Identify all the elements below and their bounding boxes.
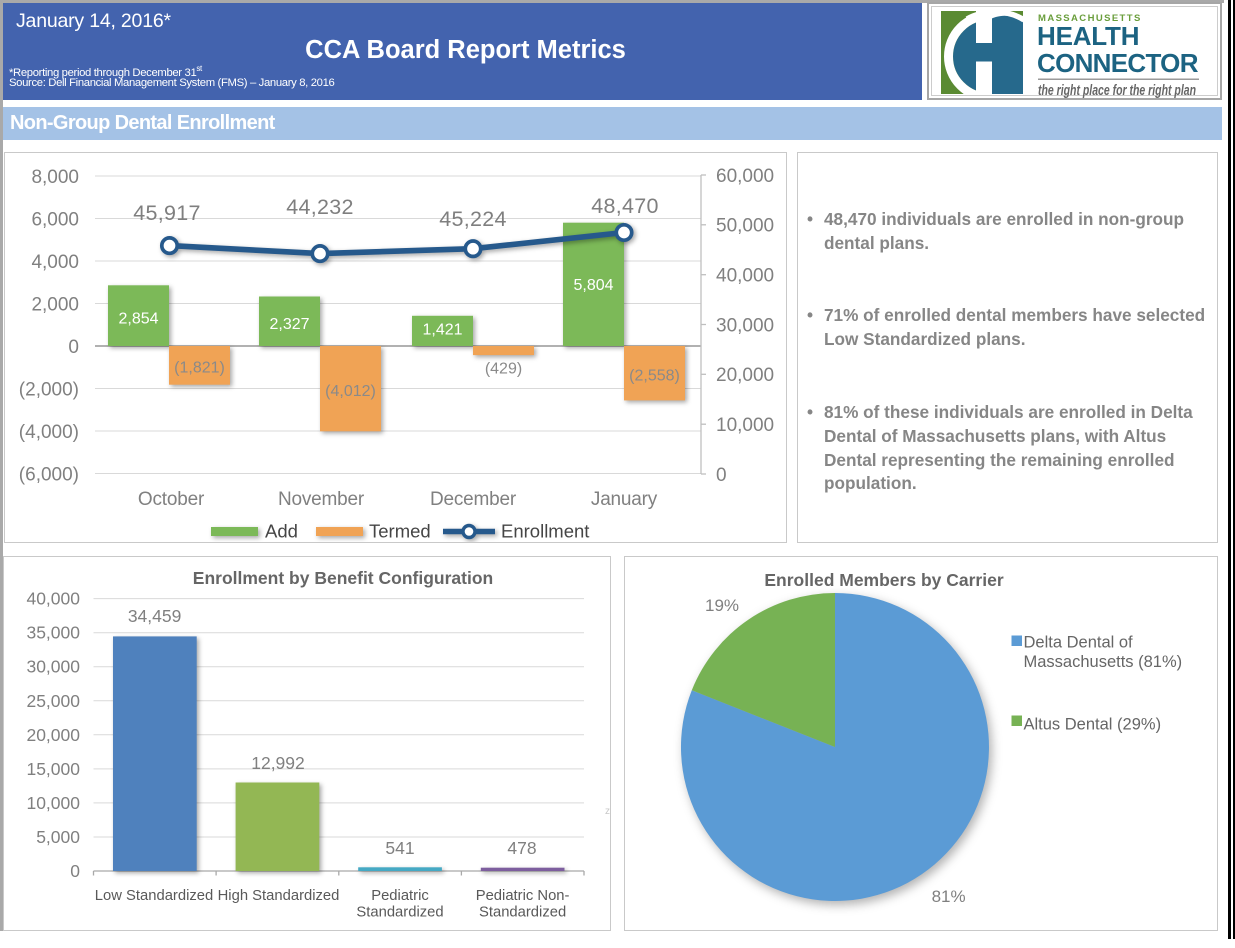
svg-text:40,000: 40,000 [716, 266, 774, 287]
svg-text:478: 478 [507, 838, 536, 858]
svg-text:Massachusetts (81%): Massachusetts (81%) [1024, 653, 1183, 671]
svg-text:2,854: 2,854 [118, 311, 158, 328]
svg-text:45,224: 45,224 [439, 207, 507, 231]
svg-text:19%: 19% [705, 596, 739, 615]
svg-text:12,992: 12,992 [251, 753, 305, 773]
svg-text:Enrollment: Enrollment [501, 521, 589, 542]
svg-text:15,000: 15,000 [26, 759, 80, 779]
svg-text:8,000: 8,000 [31, 167, 79, 188]
svg-text:2,327: 2,327 [269, 316, 309, 333]
svg-text:High Standardized: High Standardized [218, 888, 340, 904]
svg-text:Standardized: Standardized [356, 905, 443, 921]
svg-text:Standardized: Standardized [479, 905, 566, 921]
svg-text:45,917: 45,917 [133, 201, 201, 225]
svg-text:(429): (429) [485, 361, 522, 378]
svg-text:30,000: 30,000 [716, 315, 774, 336]
svg-text:4,000: 4,000 [31, 252, 79, 273]
svg-text:40,000: 40,000 [26, 589, 80, 609]
svg-text:44,232: 44,232 [286, 195, 354, 219]
svg-text:Altus Dental (29%): Altus Dental (29%) [1024, 715, 1162, 733]
svg-text:(6,000): (6,000) [19, 465, 79, 486]
svg-text:(1,821): (1,821) [174, 360, 225, 377]
svg-text:6,000: 6,000 [31, 210, 79, 231]
svg-text:December: December [430, 489, 517, 510]
svg-text:20,000: 20,000 [26, 725, 80, 745]
svg-text:(4,000): (4,000) [19, 422, 79, 443]
svg-text:(2,558): (2,558) [629, 368, 680, 385]
svg-text:Enrollment by Benefit Configur: Enrollment by Benefit Configuration [193, 568, 493, 588]
svg-text:October: October [138, 489, 205, 510]
svg-text:5,804: 5,804 [573, 277, 613, 294]
svg-text:35,000: 35,000 [26, 623, 80, 643]
svg-text:0: 0 [716, 465, 727, 486]
svg-text:Low Standardized: Low Standardized [95, 888, 213, 904]
svg-text:the right place for the right: the right place for the right plan [1038, 81, 1196, 98]
svg-text:Delta Dental of: Delta Dental of [1024, 633, 1134, 651]
svg-text:34,459: 34,459 [128, 606, 182, 626]
svg-text:0: 0 [70, 861, 80, 881]
svg-text:Termed: Termed [369, 521, 431, 542]
svg-text:50,000: 50,000 [716, 216, 774, 237]
svg-text:Pediatric: Pediatric [371, 888, 429, 904]
svg-text:CONNECTOR: CONNECTOR [1037, 48, 1199, 78]
svg-text:z: z [605, 806, 610, 817]
svg-text:81%: 81% [932, 887, 966, 906]
svg-text:HEALTH: HEALTH [1037, 21, 1139, 51]
svg-text:48,470: 48,470 [591, 194, 659, 218]
svg-text:30,000: 30,000 [26, 657, 80, 677]
svg-text:20,000: 20,000 [716, 365, 774, 386]
svg-text:2,000: 2,000 [31, 295, 79, 316]
svg-text:541: 541 [385, 838, 414, 858]
svg-text:Enrolled Members by Carrier: Enrolled Members by Carrier [764, 570, 1003, 590]
svg-text:60,000: 60,000 [716, 166, 774, 187]
svg-text:Pediatric Non-: Pediatric Non- [476, 888, 570, 904]
svg-text:MASSACHUSETTS: MASSACHUSETTS [1038, 13, 1142, 24]
svg-text:10,000: 10,000 [716, 415, 774, 436]
svg-text:0: 0 [68, 337, 79, 358]
svg-text:(2,000): (2,000) [19, 380, 79, 401]
svg-text:November: November [278, 489, 365, 510]
svg-text:1,421: 1,421 [422, 322, 462, 339]
svg-text:10,000: 10,000 [26, 793, 80, 813]
svg-text:(4,012): (4,012) [325, 383, 376, 400]
svg-text:25,000: 25,000 [26, 691, 80, 711]
svg-text:January: January [591, 489, 658, 510]
svg-text:5,000: 5,000 [36, 827, 80, 847]
svg-text:Add: Add [265, 521, 298, 542]
